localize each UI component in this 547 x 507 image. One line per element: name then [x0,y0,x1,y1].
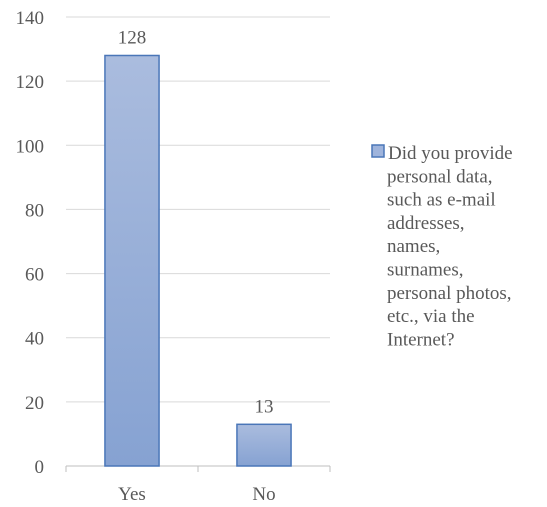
data-label: 13 [255,396,274,417]
axes [65,465,331,472]
legend-text-line: personal data, [387,166,493,187]
y-tick-label: 0 [35,457,45,478]
legend-entry-label: Did you provide personal data, such as e-m… [387,143,513,350]
legend-text-line: Internet? [387,329,455,350]
legend-text-line: surnames, [387,260,464,281]
bar-no [236,423,292,467]
labels: 0 20 40 60 80 100 120 140 128 Yes 13 No [16,8,276,505]
legend-swatch [371,144,385,158]
bar-yes [104,54,160,467]
y-tick-label: 60 [25,265,44,286]
y-tick-label: 40 [25,329,44,350]
x-category-label: No [252,484,275,505]
legend-text-line: such as e-mail [387,190,496,211]
legend-text-line: etc., via the [387,306,475,327]
legend: Did you provide personal data, such as e-m… [371,143,513,350]
y-tick-label: 140 [16,8,45,29]
data-label: 128 [118,27,147,48]
y-tick-label: 120 [16,72,45,93]
legend-text-line: addresses, [387,213,465,234]
y-tick-label: 100 [16,136,45,157]
y-tick-label: 80 [25,200,44,221]
legend-text-line: Did you provide [388,143,513,164]
bars [104,54,292,467]
x-category-label: Yes [118,484,146,505]
legend-text-line: names, [387,236,440,257]
y-tick-label: 20 [25,393,44,414]
legend-text-line: personal photos, [387,283,512,304]
